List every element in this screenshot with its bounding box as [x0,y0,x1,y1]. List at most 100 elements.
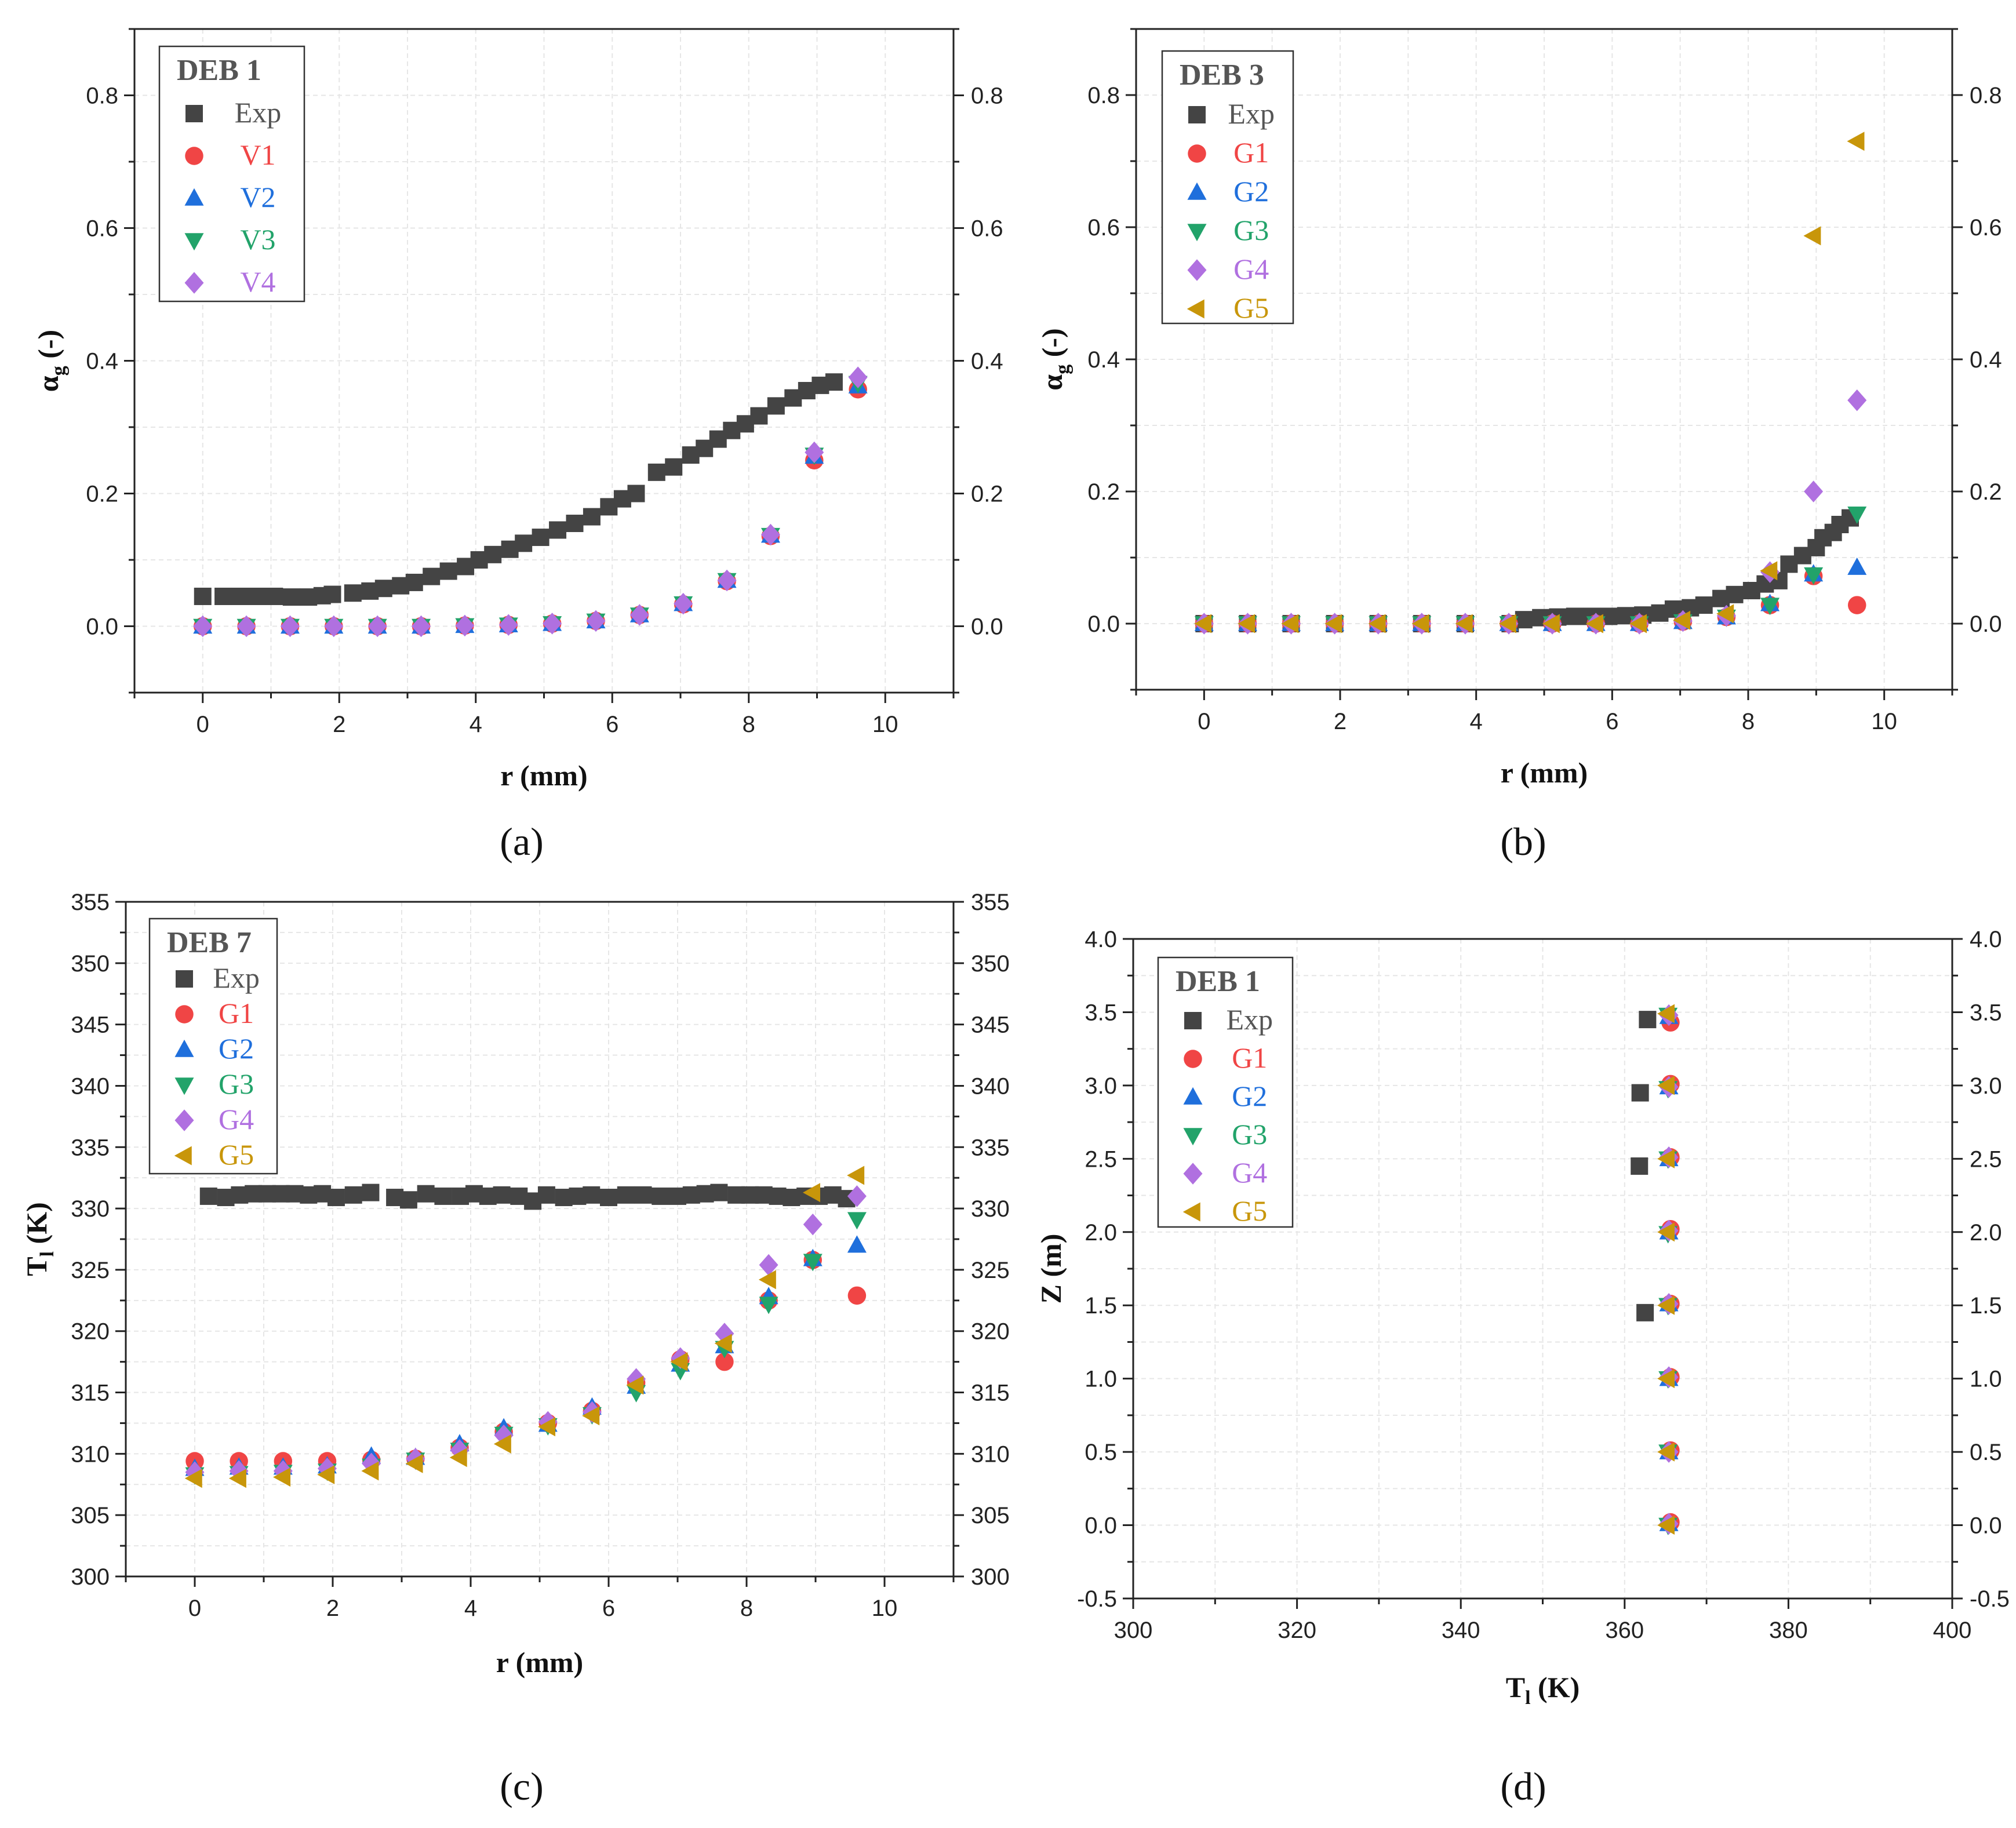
y-tick-label-right: 0.8 [971,83,1003,109]
point-g5 [802,1183,820,1203]
point-g5 [273,1468,291,1487]
x-tick-label: 6 [606,712,618,737]
point-exp [282,588,300,606]
y-tick-label: 335 [71,1135,110,1160]
x-tick-label: 2 [333,712,345,737]
legend-marker-g2 [1187,182,1207,200]
legend-label-g4: G4 [219,1103,254,1135]
y-tick-label-right: 325 [971,1258,1010,1283]
y-tick-label: 325 [71,1258,110,1283]
legend-label-g1: G1 [219,997,254,1029]
legend-marker-exp [176,970,193,988]
point-v4 [280,615,300,638]
y-tick-label: 0.5 [1085,1440,1117,1465]
point-exp [652,1187,669,1205]
point-g5 [1716,604,1734,624]
x-tick-label: 10 [1871,709,1897,734]
x-axis: 300 320 340 360 380 400 [1114,1598,1971,1643]
point-exp [617,1186,635,1204]
y-tick-label: 0.2 [86,482,118,507]
y-tick-label: 0.8 [1087,83,1120,108]
point-g5 [1673,610,1691,630]
x-tick-label: 8 [740,1596,753,1621]
legend-label-g4: G4 [1232,1156,1267,1189]
legend-title: DEB 3 [1180,59,1264,92]
point-exp [1515,611,1533,629]
y-tick-label-right: 300 [971,1564,1010,1590]
y-tick-label-right: 315 [971,1381,1010,1406]
legend-title: DEB 7 [167,926,252,959]
legend-box [1157,956,1294,1228]
x-axis: 0 2 4 6 8 10 [1135,690,1953,734]
point-g5 [1324,614,1342,633]
y-tick-label-right: 345 [971,1013,1010,1038]
point-g3 [1760,598,1780,616]
y-tick-label-right: 2.5 [1970,1146,2002,1172]
legend-label-g1: G1 [1233,136,1269,169]
point-v4 [543,613,562,635]
point-g5 [361,1461,379,1481]
point-g5 [1194,614,1212,633]
y-tick-label: 300 [71,1564,110,1590]
point-exp [665,458,683,476]
data-points [1631,1004,1680,1535]
legend-label-exp: Exp [1228,97,1275,130]
x-tick-label: 2 [326,1596,339,1621]
legend-label-g4: G4 [1233,253,1269,285]
y-tick-label: 310 [71,1441,110,1467]
x-axis-label: r (mm) [496,1646,583,1678]
y-tick-label-right: 0.8 [1970,83,2002,108]
point-exp [1695,596,1713,614]
legend-label-g2: G2 [1232,1080,1267,1112]
y-tick-label: 0.4 [86,349,118,374]
point-g5 [1281,614,1299,633]
legend-marker-g2 [174,1039,194,1057]
legend-marker-g4 [1183,1163,1203,1185]
point-exp [231,587,249,605]
y-tick-label: 330 [71,1196,110,1222]
legend-marker-exp [185,105,203,122]
point-g2 [1847,557,1867,575]
series-exp [194,373,843,606]
point-exp [327,1189,345,1207]
legend-marker-g4 [174,1109,194,1131]
panel-d: 300 320 340 360 380 400 -0.5 -0.5 0.0 0.0 0.5 0.5 1.… [1035,927,2010,1808]
y-tick-label: -0.5 [1077,1586,1117,1612]
x-tick-label: 0 [1198,709,1210,734]
point-exp [1631,1157,1649,1175]
point-exp [583,508,601,526]
y-tick-label-right: 320 [971,1319,1010,1345]
point-exp [767,397,785,415]
legend: DEB 1 Exp G1 G2 G3 G4 G5 [1157,956,1294,1228]
point-exp [484,545,502,563]
legend-label-g5: G5 [1232,1195,1267,1227]
x-tick-label: 2 [1334,709,1347,734]
point-g4 [759,1254,778,1276]
y-tick-label-right: 0.2 [971,482,1003,507]
y-axis-label: αg (-) [32,330,70,392]
point-v4 [760,523,780,546]
legend-box [158,45,305,303]
point-g4 [1804,480,1824,502]
point-g5 [1657,1076,1675,1095]
series-exp [1631,1011,1657,1321]
y-tick-label-right: 0.4 [971,349,1003,374]
y-tick-label: 320 [71,1319,110,1345]
y-tick-label: 2.5 [1085,1146,1117,1172]
data-points [1194,132,1867,635]
panel-label: (d) [1500,1764,1546,1808]
point-g3 [847,1212,867,1230]
point-g1 [715,1352,734,1371]
y-tick-label-right: 330 [971,1196,1010,1222]
y-tick-label-right: 1.0 [1970,1367,2002,1392]
point-v4 [805,441,824,464]
legend-marker-g2 [1183,1087,1203,1105]
x-axis-label: Tl (K) [1506,1671,1580,1709]
point-v4 [629,604,649,626]
legend: DEB 3 Exp G1 G2 G3 G4 G5 [1161,50,1294,325]
point-g5 [582,1406,600,1426]
legend-label-g3: G3 [219,1068,254,1100]
point-exp [374,580,392,598]
point-v4 [848,366,868,388]
